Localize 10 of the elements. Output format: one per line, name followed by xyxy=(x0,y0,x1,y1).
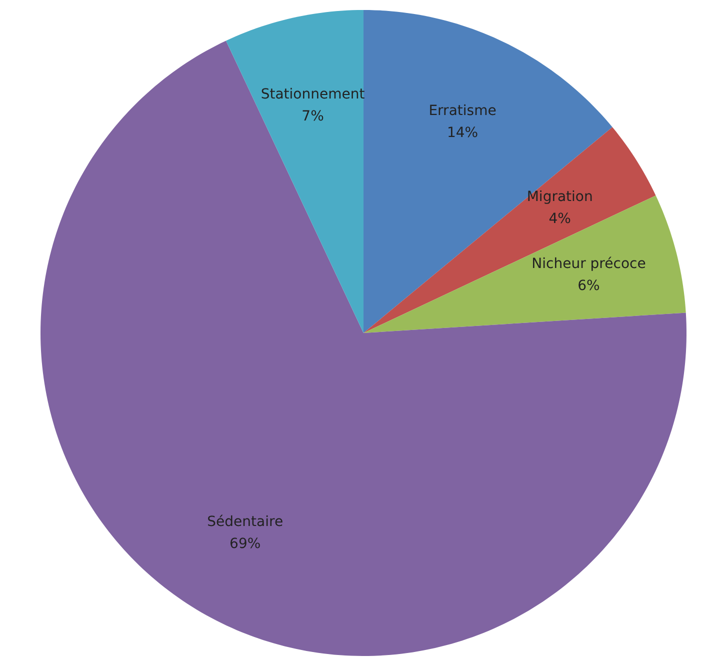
data-label: 4% xyxy=(548,211,571,228)
data-label: 69% xyxy=(230,536,261,552)
slice-label: Stationnement xyxy=(260,86,366,103)
slice-label: Erratisme xyxy=(428,103,496,120)
slice-label: Nicheur précoce xyxy=(532,256,646,272)
slice-label: Sédentaire xyxy=(207,514,284,530)
data-label: 14% xyxy=(446,125,478,142)
data-label: 7% xyxy=(302,108,324,125)
data-label: 6% xyxy=(578,278,600,294)
slice-label: Migration xyxy=(526,189,593,206)
